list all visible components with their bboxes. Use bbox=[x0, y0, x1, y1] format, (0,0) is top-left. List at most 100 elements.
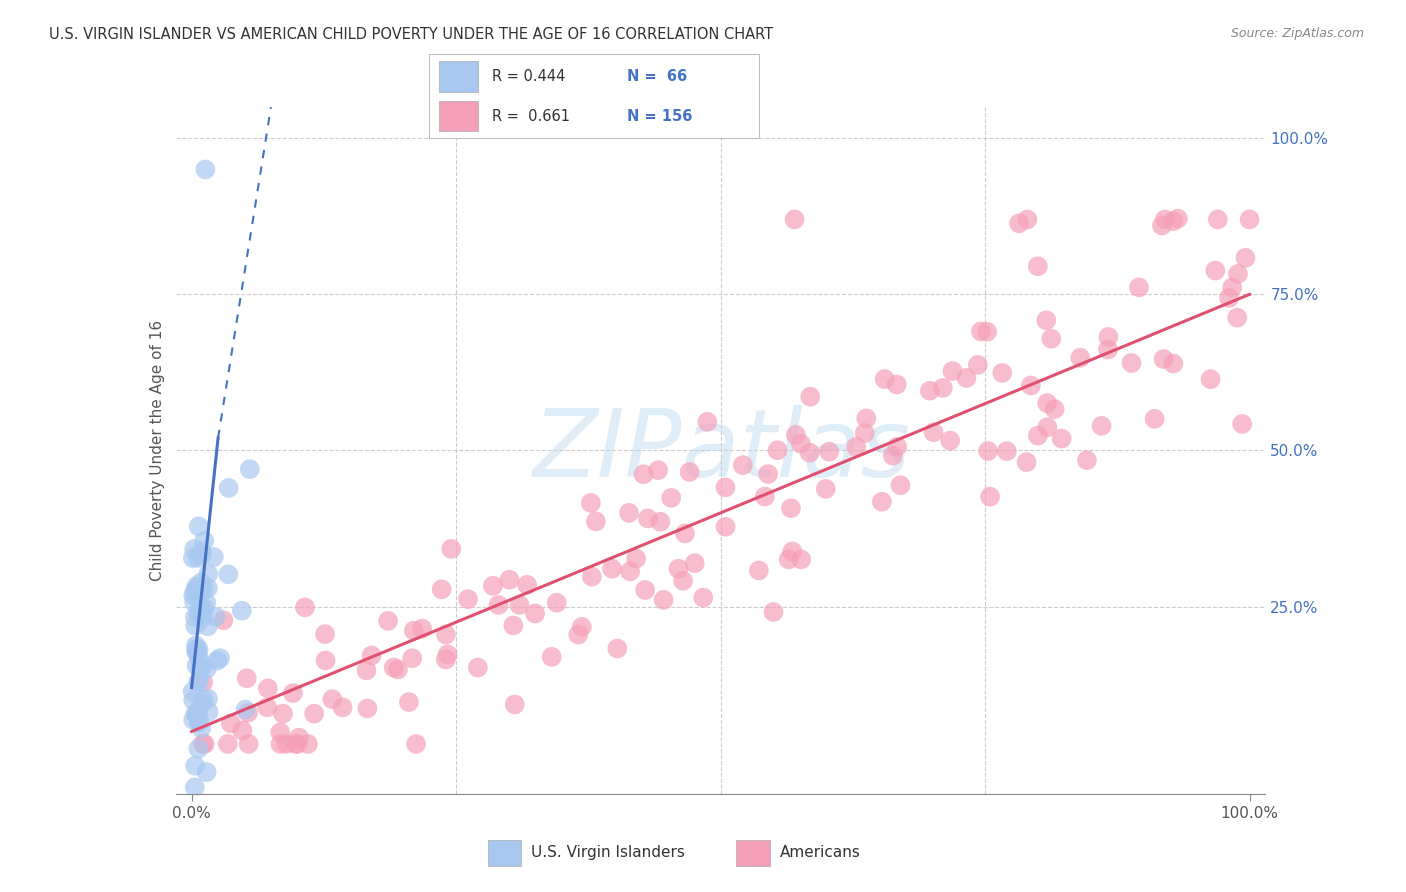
Point bbox=[546, 596, 568, 610]
Y-axis label: Child Poverty Under the Age of 16: Child Poverty Under the Age of 16 bbox=[149, 320, 165, 581]
Point bbox=[405, 737, 427, 751]
Point bbox=[970, 324, 993, 338]
Point bbox=[187, 586, 209, 600]
Point bbox=[785, 428, 807, 442]
Point bbox=[1199, 372, 1222, 386]
Point bbox=[1161, 356, 1184, 370]
Text: N = 156: N = 156 bbox=[627, 109, 692, 124]
Point bbox=[208, 651, 231, 665]
Point bbox=[1050, 432, 1073, 446]
Point bbox=[790, 436, 813, 450]
Point bbox=[191, 737, 214, 751]
Point bbox=[356, 701, 378, 715]
Point bbox=[637, 511, 659, 525]
Point bbox=[401, 651, 423, 665]
Point bbox=[181, 551, 204, 566]
Point bbox=[1218, 291, 1240, 305]
Point bbox=[1069, 351, 1091, 365]
Point bbox=[187, 713, 209, 727]
Point bbox=[870, 494, 893, 508]
Point bbox=[991, 366, 1014, 380]
Point bbox=[1097, 330, 1119, 344]
Point bbox=[287, 737, 309, 751]
Point bbox=[256, 700, 278, 714]
Point bbox=[190, 549, 212, 563]
Point bbox=[217, 737, 239, 751]
Point bbox=[818, 444, 841, 458]
Point bbox=[184, 758, 207, 772]
Point bbox=[219, 716, 242, 731]
Point bbox=[204, 609, 226, 624]
Point bbox=[186, 658, 208, 673]
Point bbox=[202, 549, 225, 564]
Point bbox=[190, 575, 212, 590]
Point bbox=[780, 501, 803, 516]
Point bbox=[606, 641, 628, 656]
Point bbox=[1227, 267, 1250, 281]
Point bbox=[183, 595, 205, 609]
Point bbox=[600, 562, 623, 576]
Point bbox=[193, 693, 215, 707]
Point bbox=[659, 491, 682, 505]
Point bbox=[1036, 420, 1059, 434]
Point bbox=[238, 737, 260, 751]
Point bbox=[187, 741, 209, 756]
Point bbox=[790, 552, 813, 566]
Point bbox=[1153, 351, 1175, 366]
Point bbox=[853, 426, 876, 441]
Point bbox=[257, 681, 280, 696]
Point bbox=[1076, 453, 1098, 467]
Point bbox=[579, 496, 602, 510]
Point bbox=[184, 780, 207, 795]
Point bbox=[197, 567, 219, 582]
Point bbox=[194, 737, 217, 751]
Point bbox=[467, 660, 489, 674]
Point bbox=[187, 607, 209, 621]
Point bbox=[190, 698, 212, 712]
Point bbox=[1226, 310, 1249, 325]
Point bbox=[748, 564, 770, 578]
FancyBboxPatch shape bbox=[488, 840, 522, 866]
Point bbox=[778, 552, 800, 566]
Point bbox=[184, 639, 207, 653]
Point bbox=[1150, 219, 1173, 233]
Point bbox=[190, 721, 212, 735]
Point bbox=[976, 325, 998, 339]
Point bbox=[799, 390, 821, 404]
Point bbox=[194, 162, 217, 177]
Point bbox=[197, 691, 219, 706]
Point bbox=[1036, 396, 1059, 410]
Point bbox=[195, 662, 218, 676]
Point bbox=[754, 490, 776, 504]
Point bbox=[302, 706, 325, 721]
Text: N =  66: N = 66 bbox=[627, 69, 688, 84]
Point bbox=[184, 584, 207, 599]
Point bbox=[191, 675, 214, 690]
Point bbox=[181, 693, 204, 707]
Point bbox=[187, 642, 209, 657]
FancyBboxPatch shape bbox=[439, 62, 478, 92]
Point bbox=[187, 519, 209, 533]
Point bbox=[297, 737, 319, 751]
Point bbox=[634, 582, 657, 597]
Point bbox=[1017, 212, 1039, 227]
Point bbox=[191, 544, 214, 558]
Point bbox=[231, 723, 253, 738]
Point bbox=[1220, 280, 1243, 294]
Point bbox=[617, 506, 640, 520]
Point bbox=[886, 440, 908, 454]
Point bbox=[193, 533, 215, 548]
Text: U.S. VIRGIN ISLANDER VS AMERICAN CHILD POVERTY UNDER THE AGE OF 16 CORRELATION C: U.S. VIRGIN ISLANDER VS AMERICAN CHILD P… bbox=[49, 27, 773, 42]
Point bbox=[1015, 455, 1038, 469]
Point bbox=[889, 478, 911, 492]
Point bbox=[205, 654, 228, 668]
Point bbox=[193, 602, 215, 616]
Point bbox=[195, 765, 218, 780]
Point bbox=[941, 364, 963, 378]
Point bbox=[218, 481, 240, 495]
Point bbox=[197, 581, 219, 595]
Point bbox=[1143, 412, 1166, 426]
Point bbox=[195, 596, 218, 610]
Point bbox=[276, 737, 298, 751]
Point bbox=[571, 620, 593, 634]
